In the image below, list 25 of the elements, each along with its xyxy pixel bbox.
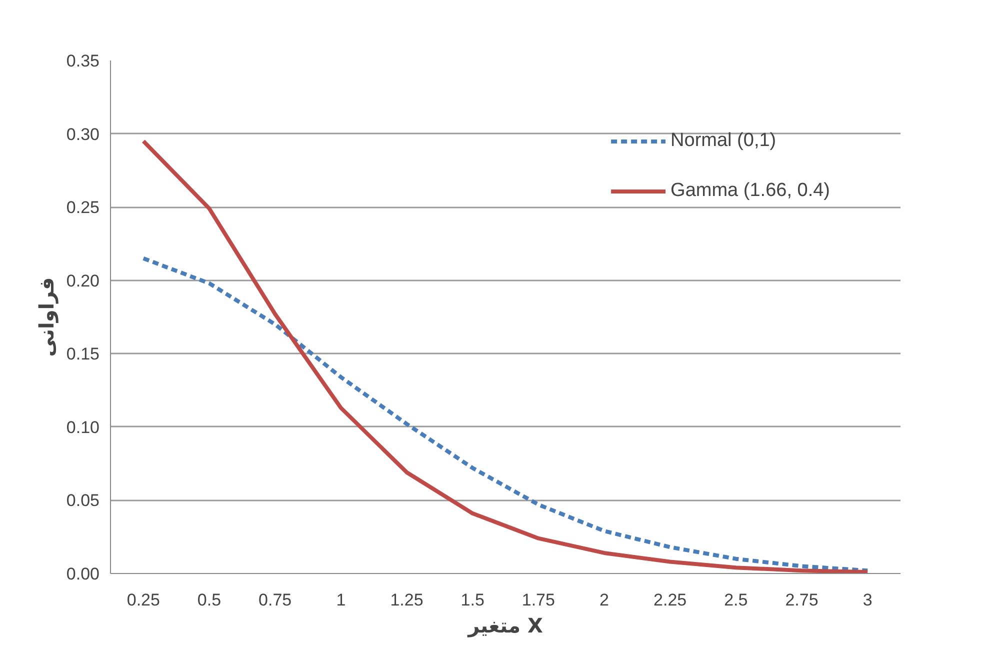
y-axis-title: فراوانی bbox=[34, 277, 58, 357]
x-tick-label: 1.25 bbox=[390, 590, 424, 610]
y-tick-label: 0.00 bbox=[66, 564, 100, 584]
x-axis-title: متغیر X bbox=[467, 614, 544, 638]
x-tick-label: 1 bbox=[336, 590, 346, 610]
y-tick-label: 0.05 bbox=[66, 491, 100, 510]
x-tick-label: 0.75 bbox=[258, 590, 292, 610]
y-tick-label: 0.20 bbox=[66, 271, 100, 290]
legend-label: Normal (0,1) bbox=[670, 130, 776, 152]
x-tick-label: 0.5 bbox=[197, 590, 222, 610]
x-tick-label: 1.75 bbox=[522, 590, 555, 610]
legend-label: Gamma (1.66, 0.4) bbox=[670, 180, 830, 202]
line-series bbox=[141, 256, 870, 573]
x-tick-label: 2.5 bbox=[724, 590, 748, 610]
x-tick-label: 0.25 bbox=[126, 590, 160, 610]
x-tick-label: 2 bbox=[600, 590, 609, 610]
y-tick-label: 0.10 bbox=[66, 418, 100, 437]
x-tick-label: 3 bbox=[862, 590, 872, 610]
x-tick-label: 1.5 bbox=[460, 590, 484, 610]
x-tick-label: 2.25 bbox=[654, 590, 687, 610]
y-tick-label: 0.25 bbox=[66, 198, 100, 218]
y-tick-label: 0.15 bbox=[66, 344, 100, 364]
y-tick-label: 0.35 bbox=[66, 52, 100, 70]
y-tick-label: 0.30 bbox=[66, 124, 100, 144]
x-tick-label: 2.75 bbox=[785, 590, 818, 610]
